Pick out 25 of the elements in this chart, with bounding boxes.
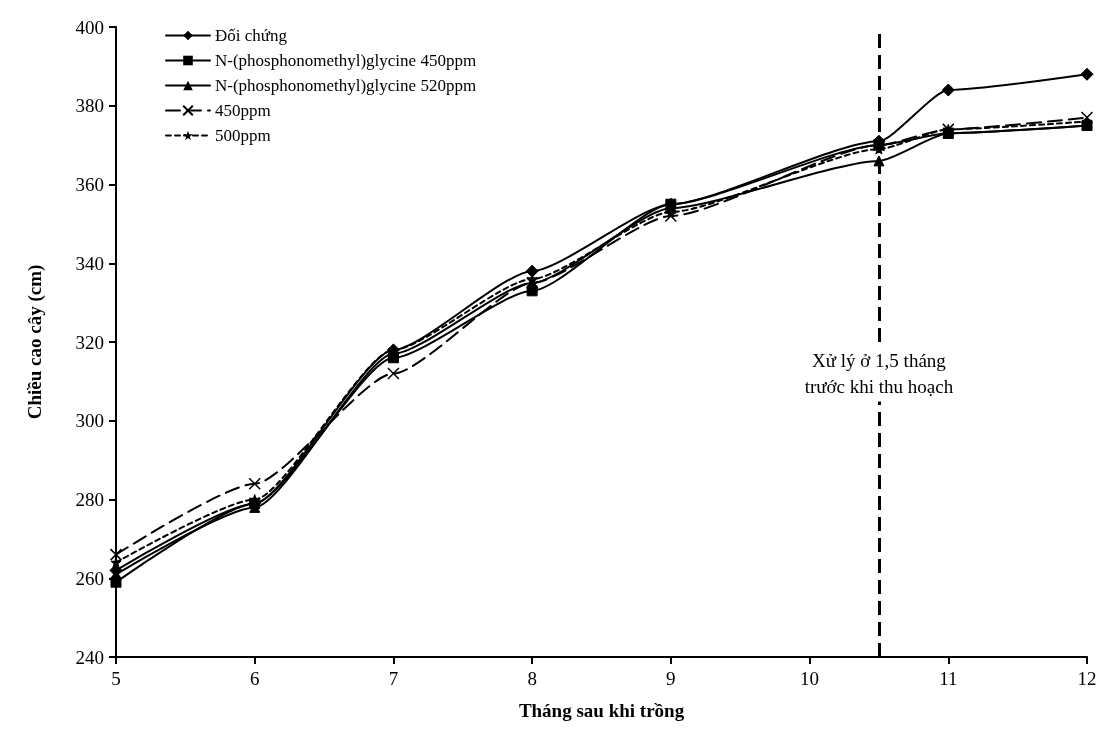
legend-label: N-(phosphonomethyl)glycine 450ppm <box>215 51 477 70</box>
y-tick-label: 240 <box>75 646 104 668</box>
x-tick-label: 5 <box>111 668 121 689</box>
y-tick-label: 280 <box>75 489 104 510</box>
y-tick-label: 300 <box>75 410 104 432</box>
x-tick-label: 12 <box>1077 668 1097 689</box>
x-tick-label: 6 <box>249 668 260 689</box>
x-tick-label: 9 <box>666 668 676 689</box>
legend-label: 450ppm <box>215 101 271 120</box>
y-axis-title: Chiều cao cây (cm) <box>24 264 46 420</box>
x-tick-label: 11 <box>939 668 958 689</box>
legend-label: 500ppm <box>215 126 271 145</box>
y-tick-label: 400 <box>75 16 104 38</box>
legend-label: Đối chứng <box>215 26 288 45</box>
x-tick-label: 10 <box>800 668 820 689</box>
y-tick-label: 380 <box>75 95 104 117</box>
y-tick-label: 340 <box>75 252 104 274</box>
y-tick-label: 320 <box>75 331 104 353</box>
y-tick-label: 360 <box>75 174 104 195</box>
legend-label: N-(phosphonomethyl)glycine 520ppm <box>215 76 477 95</box>
x-tick-label: 7 <box>388 668 399 689</box>
x-tick-label: 8 <box>527 668 537 689</box>
x-axis-title: Tháng sau khi trồng <box>518 700 685 721</box>
ref-line-label: Xử lý ở 1,5 tháng trước khi thu hoạch <box>804 350 954 397</box>
y-tick-label: 260 <box>75 567 104 589</box>
